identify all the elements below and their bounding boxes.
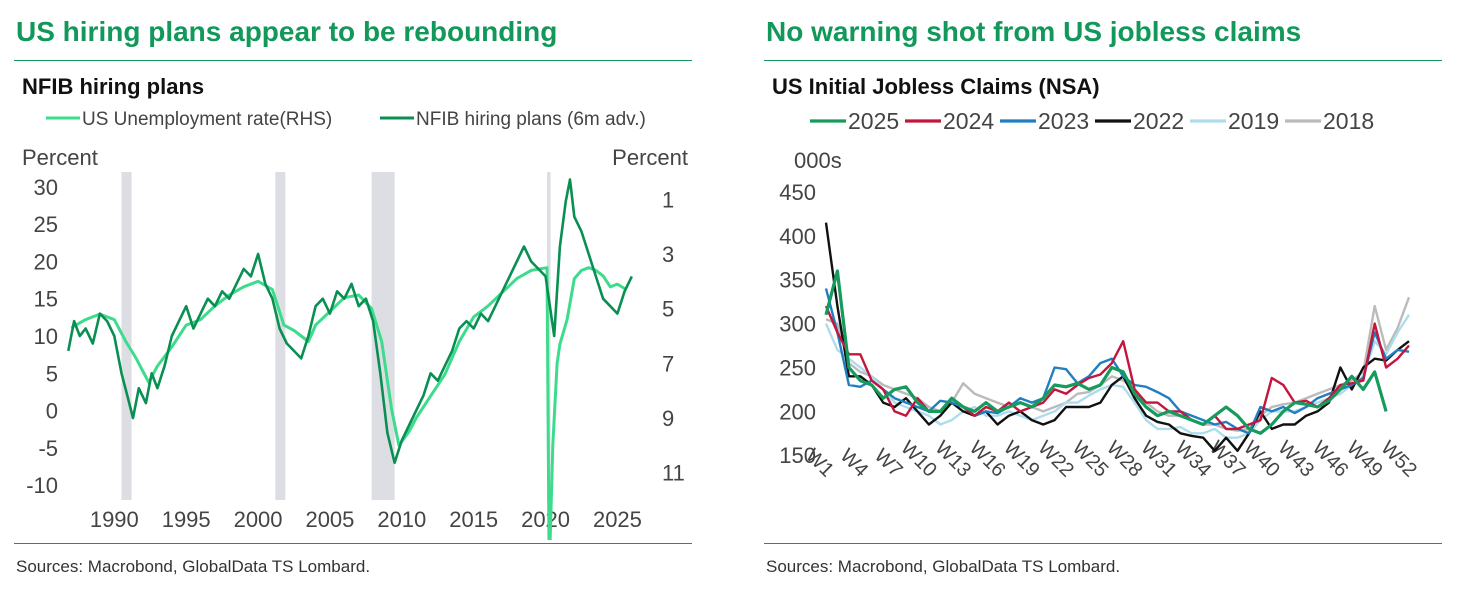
x-tick-label: W28 <box>1102 437 1147 482</box>
x-tick-label: 1995 <box>162 507 211 532</box>
right-bottom-rule <box>764 543 1442 544</box>
recession-band-0 <box>121 172 132 500</box>
legend-label-2025: 2025 <box>848 108 899 134</box>
y-tick-label: 30 <box>34 175 58 200</box>
series-line-2024 <box>824 305 1410 431</box>
nfib-chart: Percent Percent302520151050-5-10135791119… <box>22 109 688 540</box>
x-tick-label: W4 <box>836 445 873 482</box>
y-tick-label: 10 <box>34 324 58 349</box>
y-tick-label: 450 <box>779 180 816 205</box>
x-tick-label: W22 <box>1033 437 1078 482</box>
right-panel: No warning shot from US jobless claims U… <box>764 0 1442 590</box>
x-tick-label: W13 <box>931 437 976 482</box>
y-tick-label: 150 <box>779 443 816 468</box>
y-tick-label: 200 <box>779 399 816 424</box>
x-tick-label: 2000 <box>234 507 283 532</box>
y-tick-label: 250 <box>779 355 816 380</box>
y-tick-label: 5 <box>46 361 58 386</box>
y2-tick-label: 7 <box>662 351 674 376</box>
y-tick-label: 350 <box>779 268 816 293</box>
y-tick-label: -5 <box>38 436 58 461</box>
legend-label-2024: 2024 <box>943 108 994 134</box>
y-tick-label: 0 <box>46 399 58 424</box>
series-line-2023 <box>824 288 1410 435</box>
series-line-1 <box>67 178 633 464</box>
x-tick-label: 2025 <box>593 507 642 532</box>
x-tick-label: W52 <box>1376 437 1421 482</box>
y2-tick-label: 9 <box>662 406 674 431</box>
x-tick-label: W31 <box>1136 437 1181 482</box>
series-line-2018 <box>825 296 1411 432</box>
left-axis-label: Percent <box>22 145 98 170</box>
x-tick-label: W43 <box>1274 437 1319 482</box>
right-axis-label: Percent <box>612 145 688 170</box>
right-chart-title: US Initial Jobless Claims (NSA) <box>772 74 1100 99</box>
series-line-2025 <box>824 269 1388 435</box>
series-line-2019 <box>824 314 1411 439</box>
jobless-claims-chart: 000s450400350300250200150W1W4W7W10W13W16… <box>779 108 1421 482</box>
y-tick-label: 25 <box>34 212 58 237</box>
x-tick-label: W46 <box>1308 437 1353 482</box>
legend-label-0: US Unemployment rate(RHS) <box>82 109 332 130</box>
legend-label-1: NFIB hiring plans (6m adv.) <box>416 109 646 130</box>
right-headline: No warning shot from US jobless claims <box>766 16 1302 47</box>
left-sources: Sources: Macrobond, GlobalData TS Lombar… <box>16 557 371 576</box>
left-top-rule <box>14 60 692 61</box>
x-tick-label: W16 <box>965 437 1010 482</box>
y-tick-label: 400 <box>779 224 816 249</box>
x-tick-label: 2020 <box>521 507 570 532</box>
recession-band-2 <box>371 172 395 500</box>
recession-band-1 <box>275 172 286 500</box>
y-tick-label: 300 <box>779 312 816 337</box>
y-axis-label: 000s <box>794 148 842 173</box>
x-tick-label: 2015 <box>449 507 498 532</box>
left-chart-title: NFIB hiring plans <box>22 74 205 99</box>
x-tick-label: W10 <box>896 437 941 482</box>
y2-tick-label: 11 <box>662 461 685 486</box>
x-tick-label: 2010 <box>377 507 426 532</box>
x-tick-label: W25 <box>1068 437 1113 482</box>
left-bottom-rule <box>14 543 692 544</box>
legend-label-2018: 2018 <box>1323 108 1374 134</box>
x-tick-label: W40 <box>1239 437 1284 482</box>
left-panel: US hiring plans appear to be rebounding … <box>14 0 692 590</box>
legend-label-2019: 2019 <box>1228 108 1279 134</box>
left-headline: US hiring plans appear to be rebounding <box>16 16 558 47</box>
y2-tick-label: 3 <box>662 242 674 267</box>
y-tick-label: 20 <box>34 249 58 274</box>
legend-label-2023: 2023 <box>1038 108 1089 134</box>
legend-label-2022: 2022 <box>1133 108 1184 134</box>
right-sources: Sources: Macrobond, GlobalData TS Lombar… <box>766 557 1121 576</box>
series-line-2022 <box>824 222 1410 452</box>
y-tick-label: -10 <box>26 473 58 498</box>
x-tick-label: 1990 <box>90 507 139 532</box>
y2-tick-label: 1 <box>662 187 674 212</box>
y2-tick-label: 5 <box>662 297 674 322</box>
x-tick-label: 2005 <box>305 507 354 532</box>
x-tick-label: W19 <box>999 437 1044 482</box>
right-top-rule <box>764 60 1442 61</box>
series-line-0 <box>70 266 627 540</box>
x-tick-label: W49 <box>1342 437 1387 482</box>
y-tick-label: 15 <box>34 287 58 312</box>
